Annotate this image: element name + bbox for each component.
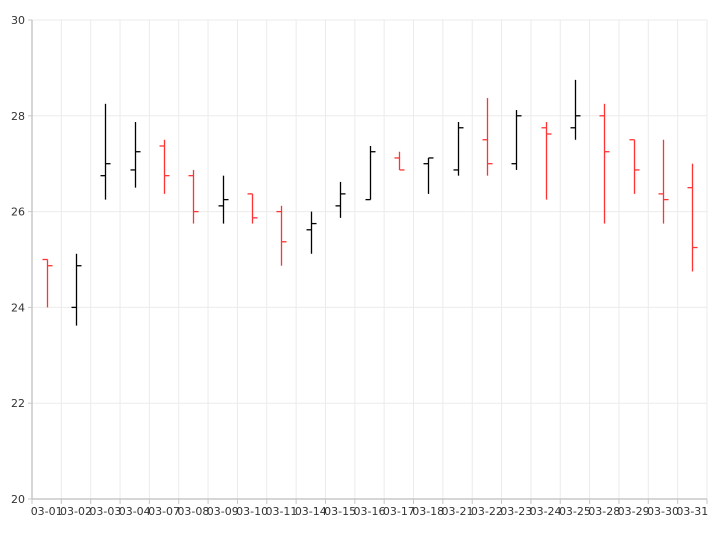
ohlc-bar xyxy=(687,163,698,272)
ohlc-bar xyxy=(335,181,346,218)
ohlc-bar xyxy=(394,151,405,171)
ohlc-bar xyxy=(276,205,287,266)
ohlc-bar xyxy=(599,103,610,224)
ohlc-bar xyxy=(188,169,199,224)
x-tick-label: 03-18 xyxy=(412,505,444,518)
grid-layer xyxy=(32,19,708,499)
ohlc-bar xyxy=(306,211,317,254)
x-tick-label: 03-10 xyxy=(236,505,268,518)
ohlc-bar xyxy=(100,103,111,200)
x-tick-label: 03-14 xyxy=(295,505,327,518)
label-layer: 20222426283003-0103-0203-0303-0403-0703-… xyxy=(11,14,708,518)
x-tick-label: 03-23 xyxy=(500,505,532,518)
ohlc-bar xyxy=(658,139,669,224)
x-tick-label: 03-07 xyxy=(148,505,180,518)
x-tick-label: 03-28 xyxy=(588,505,620,518)
y-tick-label: 24 xyxy=(11,301,25,314)
bars-layer xyxy=(42,79,698,326)
x-tick-label: 03-29 xyxy=(618,505,650,518)
x-tick-label: 03-30 xyxy=(647,505,679,518)
x-tick-label: 03-17 xyxy=(383,505,415,518)
x-tick-label: 03-02 xyxy=(60,505,92,518)
ohlc-bar xyxy=(71,253,82,326)
ohlc-bar xyxy=(130,122,141,188)
x-tick-label: 03-11 xyxy=(265,505,297,518)
axis-layer xyxy=(28,19,708,504)
x-tick-label: 03-31 xyxy=(676,505,708,518)
x-tick-label: 03-24 xyxy=(530,505,562,518)
ohlc-bar xyxy=(482,98,493,176)
x-tick-label: 03-22 xyxy=(471,505,503,518)
ohlc-bar xyxy=(570,79,581,140)
x-tick-label: 03-15 xyxy=(324,505,356,518)
y-tick-label: 22 xyxy=(11,397,25,410)
x-tick-label: 03-03 xyxy=(89,505,121,518)
y-tick-label: 20 xyxy=(11,493,25,506)
ohlc-bar xyxy=(159,139,170,194)
ohlc-bar xyxy=(629,139,640,194)
ohlc-bar xyxy=(218,175,229,224)
ohlc-bar xyxy=(247,193,258,224)
x-tick-label: 03-21 xyxy=(442,505,474,518)
x-tick-label: 03-04 xyxy=(119,505,151,518)
ohlc-bar xyxy=(42,258,53,308)
ohlc-bar xyxy=(541,122,552,200)
x-tick-label: 03-25 xyxy=(559,505,591,518)
y-tick-label: 26 xyxy=(11,206,25,219)
y-tick-label: 28 xyxy=(11,110,25,123)
x-tick-label: 03-09 xyxy=(207,505,239,518)
x-tick-label: 03-08 xyxy=(177,505,209,518)
x-tick-label: 03-16 xyxy=(354,505,386,518)
ohlc-bar xyxy=(423,157,434,194)
ohlc-bar xyxy=(365,145,376,201)
ohlc-bar xyxy=(511,110,522,170)
ohlc-bar xyxy=(453,122,464,176)
x-tick-label: 03-01 xyxy=(31,505,63,518)
y-tick-label: 30 xyxy=(11,14,25,27)
